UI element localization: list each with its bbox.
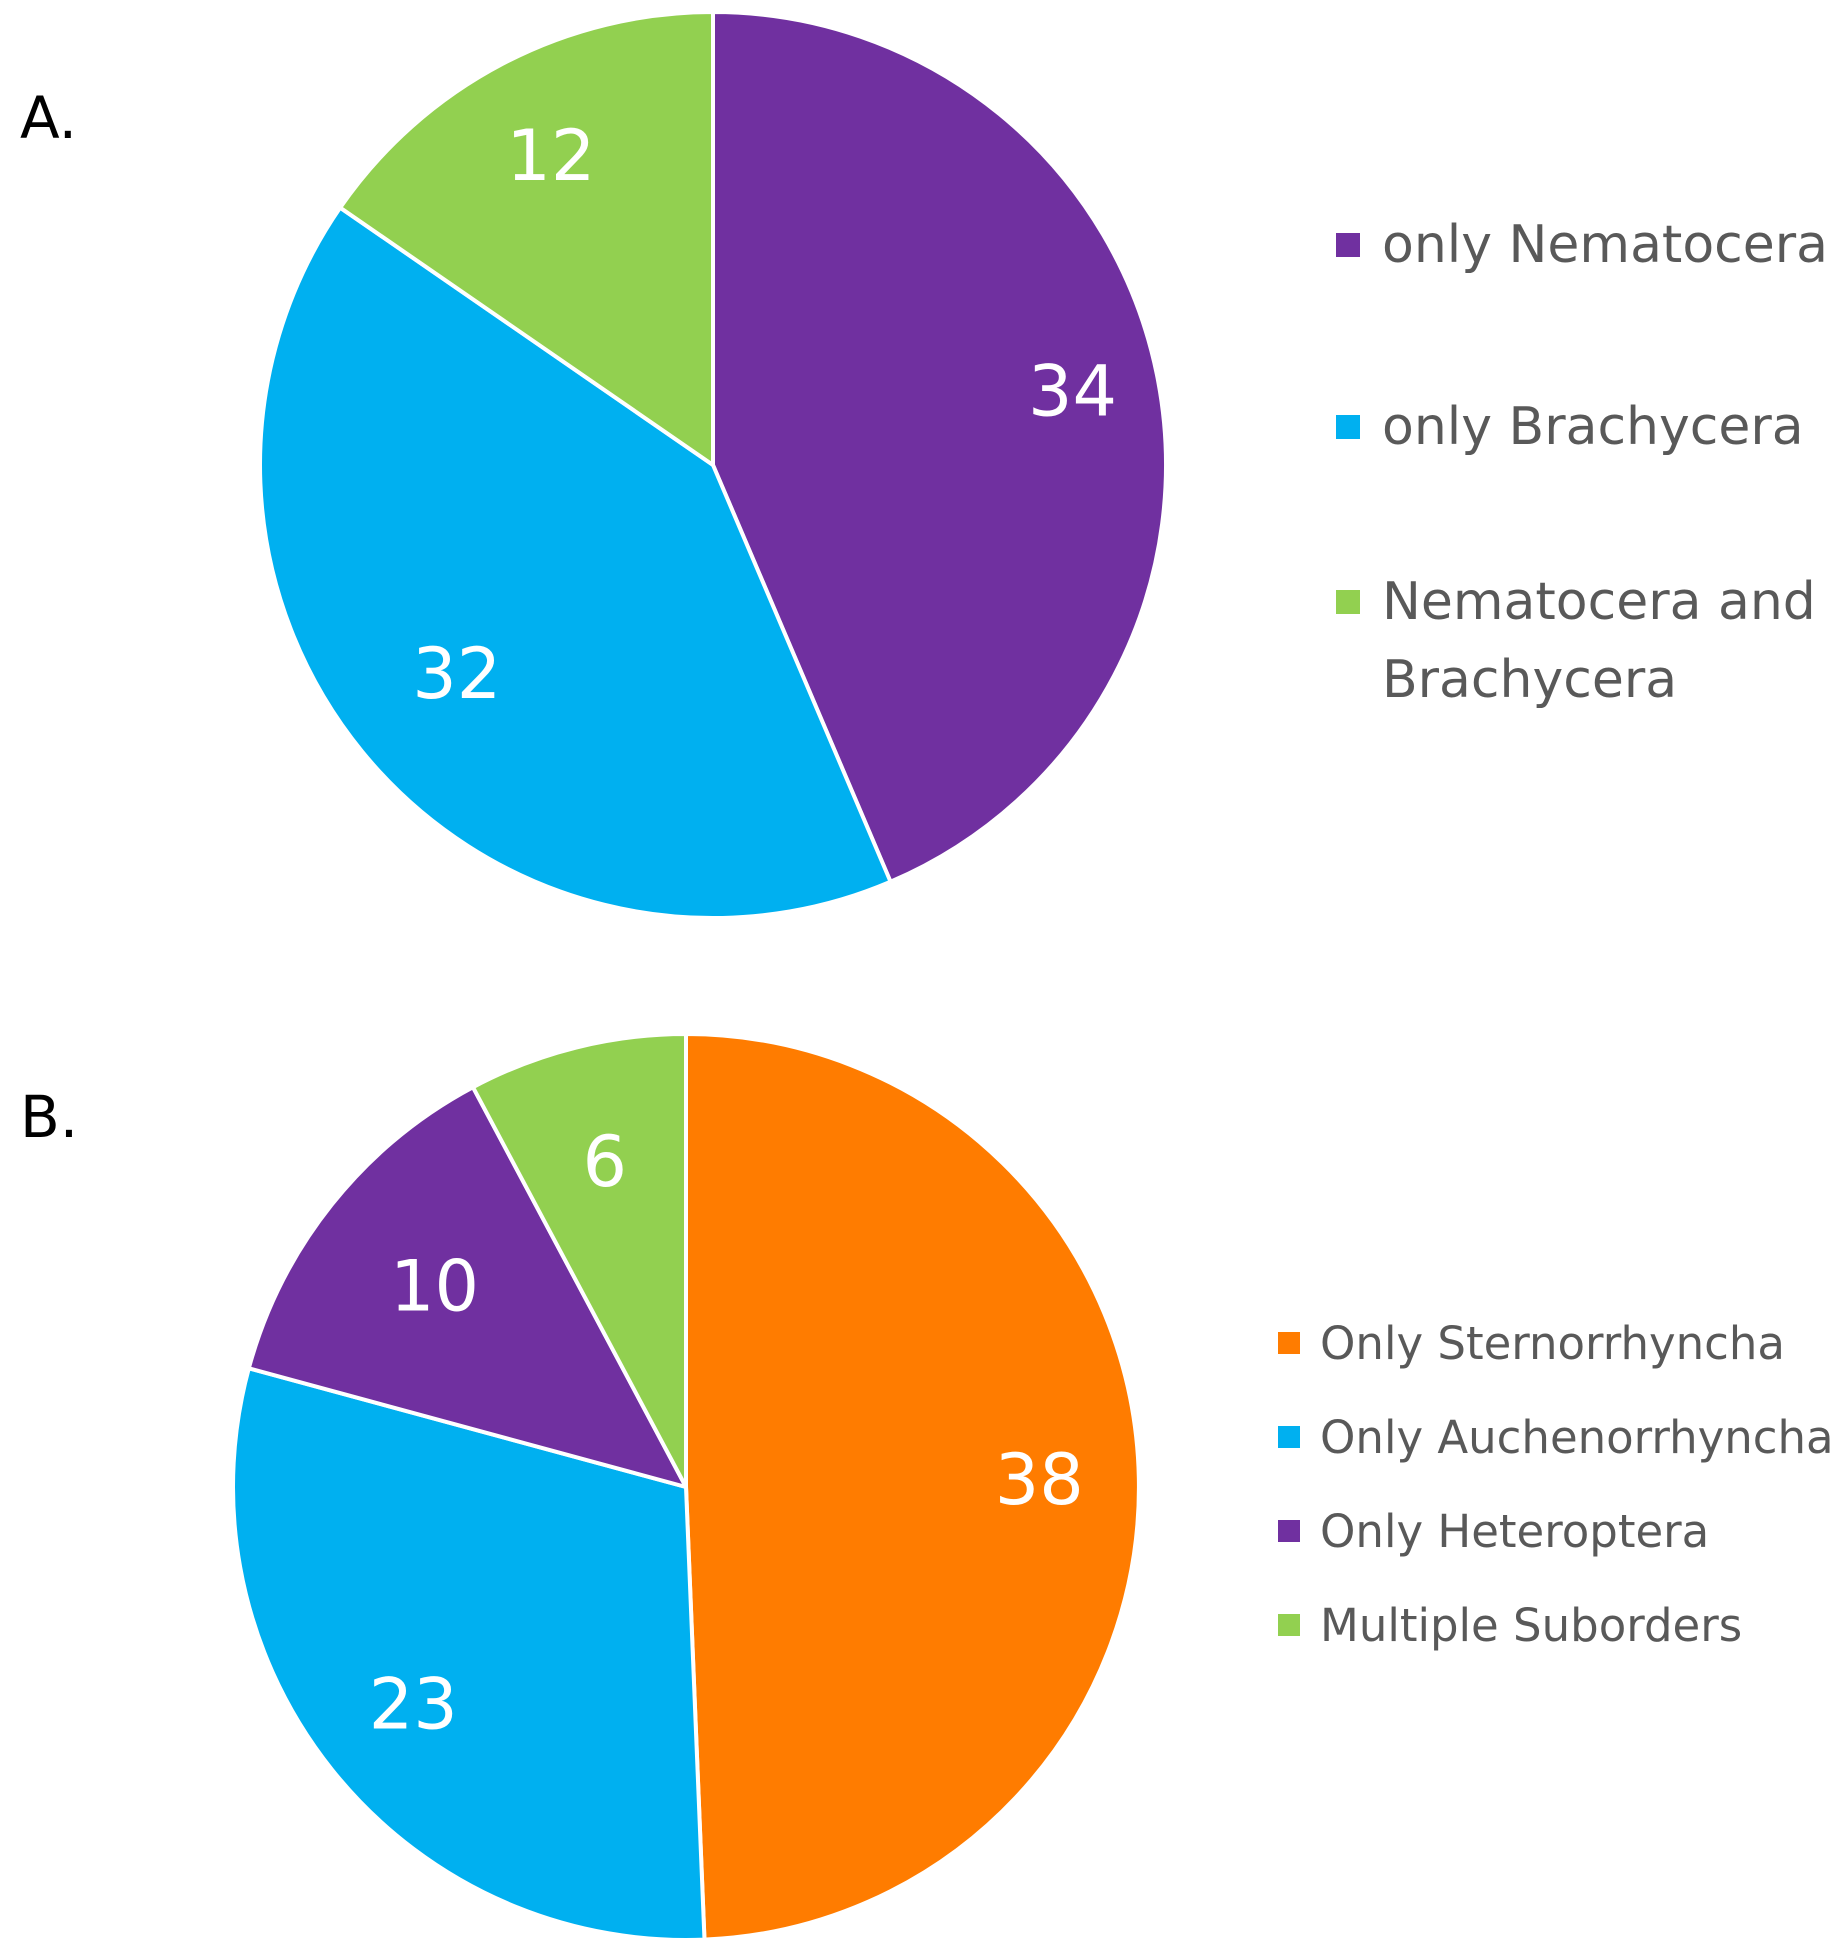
legend-a-label-only-brachycera: only Brachycera xyxy=(1382,397,1804,457)
pie-b-data-label-only-sternorrhyncha: 38 xyxy=(995,1439,1084,1521)
pie-b-data-label-only-auchenorrhyncha: 23 xyxy=(369,1664,458,1746)
legend-b-swatch-only-heteroptera xyxy=(1278,1520,1300,1542)
pie-a-data-label-only-nematocera: 34 xyxy=(1028,351,1117,433)
pie-a-slice-only-nematocera xyxy=(711,10,1168,884)
legend-b: Only Sternorrhyncha Only Auchenorrhyncha O… xyxy=(1278,1317,1834,1652)
legend-b-label-only-auchenorrhyncha: Only Auchenorrhyncha xyxy=(1320,1411,1834,1464)
legend-b-label-only-heteroptera: Only Heteroptera xyxy=(1320,1505,1709,1558)
pie-chart-a: A. 34 32 12 only Nematocera only Brachycera Ne… xyxy=(20,10,1828,920)
pie-b-data-label-multiple-suborders: 6 xyxy=(583,1121,628,1203)
pie-a-slice-only-brachycera xyxy=(258,205,893,920)
legend-a: only Nematocera only Brachycera Nematocera… xyxy=(1336,215,1828,710)
pie-b-slice-only-heteroptera xyxy=(246,1085,688,1489)
legend-a-label-only-nematocera: only Nematocera xyxy=(1382,215,1828,275)
pie-a-slice-nematocera-and-brachycera xyxy=(338,10,715,467)
legend-b-label-multiple-suborders: Multiple Suborders xyxy=(1320,1599,1742,1652)
legend-b-swatch-multiple-suborders xyxy=(1278,1614,1300,1636)
legend-b-label-only-sternorrhyncha: Only Sternorrhyncha xyxy=(1320,1317,1785,1370)
pie-b-slice-only-sternorrhyncha xyxy=(684,1032,1141,1942)
legend-b-swatch-only-auchenorrhyncha xyxy=(1278,1426,1300,1448)
pie-a-data-label-nematocera-and-brachycera: 12 xyxy=(506,115,595,197)
pie-chart-b: B. 38 23 10 6 Only Sternorrhyncha Only Aucheno… xyxy=(20,1032,1834,1942)
legend-a-swatch-only-brachycera xyxy=(1336,415,1360,439)
legend-a-swatch-nematocera-and-brachycera xyxy=(1336,590,1360,614)
legend-b-swatch-only-sternorrhyncha xyxy=(1278,1332,1300,1354)
pie-b-slice-only-auchenorrhyncha xyxy=(231,1366,707,1942)
panel-label-b: B. xyxy=(20,1083,78,1151)
panel-label-a: A. xyxy=(20,84,77,152)
legend-a-label-nematocera-and-brachycera: Nematocera and Brachycera xyxy=(1382,572,1816,710)
pie-b-slice-multiple-suborders xyxy=(470,1032,688,1489)
legend-a-swatch-only-nematocera xyxy=(1336,233,1360,257)
pie-b-data-label-only-heteroptera: 10 xyxy=(390,1246,479,1328)
pie-a-data-label-only-brachycera: 32 xyxy=(412,633,501,715)
